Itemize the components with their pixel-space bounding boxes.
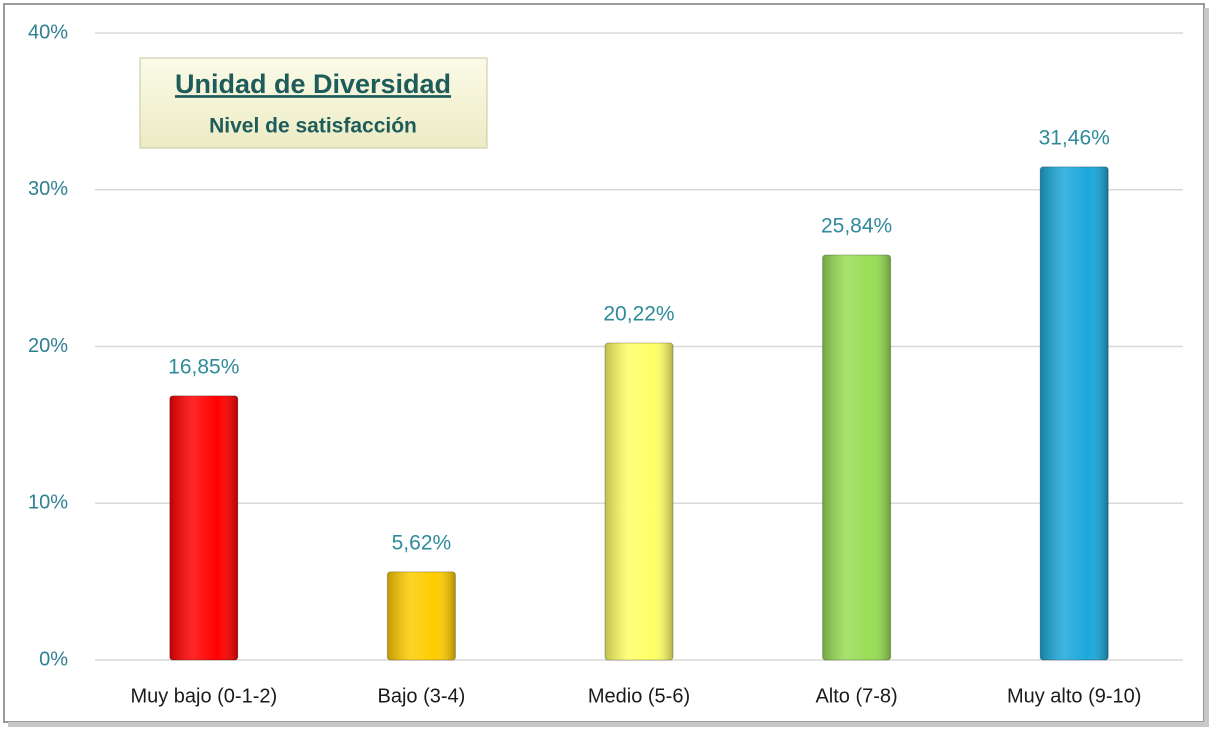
y-tick-label: 30% <box>28 178 68 200</box>
y-tick-label: 20% <box>28 335 68 357</box>
y-tick-label: 0% <box>39 648 68 670</box>
frame-shadow <box>8 722 1209 727</box>
x-tick-label: Medio (5-6) <box>588 685 690 707</box>
chart-title: Unidad de Diversidad <box>175 69 451 99</box>
x-tick-label: Muy bajo (0-1-2) <box>130 685 277 707</box>
bar <box>604 342 674 661</box>
value-label: 5,62% <box>392 531 452 554</box>
bar <box>822 254 892 661</box>
x-tick-label: Muy alto (9-10) <box>1007 685 1142 707</box>
bar <box>1039 166 1109 661</box>
chart-subtitle: Nivel de satisfacción <box>209 115 417 138</box>
title-box <box>139 57 488 149</box>
x-tick-label: Alto (7-8) <box>815 685 897 707</box>
value-label: 16,85% <box>168 355 239 378</box>
x-tick-label: Bajo (3-4) <box>377 685 465 707</box>
bar <box>169 395 239 661</box>
value-label: 20,22% <box>603 303 674 326</box>
y-tick-label: 10% <box>28 492 68 514</box>
y-tick-label: 40% <box>28 21 68 43</box>
value-label: 31,46% <box>1039 126 1110 149</box>
bar <box>386 571 456 661</box>
frame-shadow <box>1204 8 1209 726</box>
value-label: 25,84% <box>821 215 892 238</box>
